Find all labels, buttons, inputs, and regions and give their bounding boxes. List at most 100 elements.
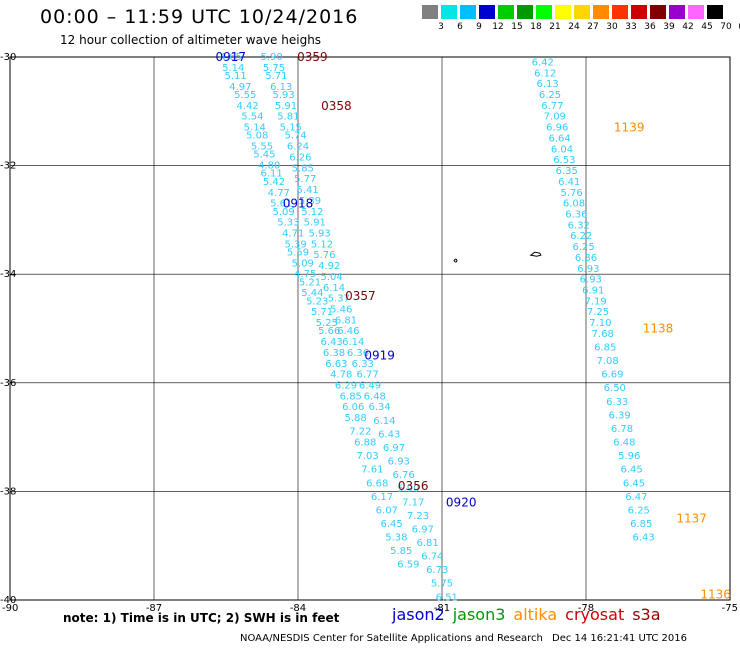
- colorbar-label: 12: [492, 22, 504, 32]
- colorbar-swatch: [574, 5, 591, 19]
- swh-value-jason2: 5.11: [224, 71, 246, 82]
- swh-value-jason2: 5.23: [306, 296, 328, 307]
- time-label: 0358: [321, 99, 352, 113]
- swh-value-s3a: 6.43: [378, 429, 400, 440]
- colorbar-swatch: [688, 5, 705, 19]
- swh-value-s3a: 6.97: [412, 524, 434, 535]
- swh-value-jason2: 6.38: [323, 348, 345, 359]
- page-subtitle: 12 hour collection of altimeter wave hei…: [60, 33, 322, 47]
- swh-value-altika: 5.76: [560, 188, 582, 199]
- swh-value-s3a: 6.74: [421, 552, 443, 563]
- swh-value-s3a: 6.81: [416, 538, 438, 549]
- swh-value-jason2: 7.22: [349, 427, 371, 438]
- swh-value-s3a: 6.73: [426, 565, 448, 576]
- swh-value-jason2: 5.85: [390, 546, 412, 557]
- swh-value-altika: 6.36: [565, 209, 587, 220]
- colorbar-swatch: [669, 5, 686, 19]
- swh-value-jason2: 6.68: [366, 478, 388, 489]
- colorbar-label: 9: [476, 22, 482, 32]
- swh-value-jason2: 4.80: [258, 161, 280, 172]
- swh-value-altika: 6.78: [611, 424, 633, 435]
- colorbar-label: 21: [549, 22, 561, 32]
- colorbar-swatch: [422, 5, 439, 19]
- swh-value-altika: 7.25: [587, 307, 609, 318]
- footer-credit: NOAA/NESDIS Center for Satellite Applica…: [240, 633, 543, 644]
- swh-value-jason2: 5.21: [299, 277, 321, 288]
- time-label: 1138: [643, 322, 674, 336]
- swh-value-s3a: 5.85: [292, 163, 314, 174]
- swh-value-jason2: 5.38: [385, 533, 407, 544]
- swh-value-jason2: 6.07: [376, 505, 398, 516]
- swh-value-altika: 6.48: [613, 438, 635, 449]
- colorbar-label: 3: [438, 22, 444, 32]
- time-labels: 0917 0918 0919 0920 0359 0358 0357 0356 1139 1138…: [216, 50, 731, 602]
- colorbar-label: 6: [457, 22, 463, 32]
- x-axis-label: -75: [722, 603, 738, 614]
- swh-value-altika: 6.25: [628, 505, 650, 516]
- axis-labels: -30 -32 -34 -36 -38 -40-90 -87 -84 -81 -78 -75: [0, 52, 738, 614]
- colorbar-swatch: [707, 5, 724, 19]
- swh-value-jason2: 5.33: [277, 218, 299, 229]
- coastline: [453, 251, 542, 263]
- swh-value-altika: 6.25: [539, 90, 561, 101]
- time-label: 0919: [364, 349, 395, 363]
- legend-jason3: jason3: [452, 605, 506, 624]
- swh-value-s3a: 5.75: [263, 63, 285, 74]
- swh-value-altika: 6.77: [541, 101, 563, 112]
- swh-value-s3a: 6.34: [368, 402, 390, 413]
- swh-value-jason2: 5.59: [287, 247, 309, 258]
- island-outline: [529, 251, 542, 257]
- swh-value-jason2: 5.39: [284, 239, 306, 250]
- swh-value-jason2: 6.43: [320, 337, 342, 348]
- swh-value-altika: 6.64: [548, 133, 570, 144]
- colorbar-label: 39: [663, 22, 675, 32]
- swh-value-s3a: 6.97: [383, 443, 405, 454]
- colorbar-label: 36: [644, 22, 656, 32]
- legend-jason2: jason2: [392, 605, 445, 624]
- swh-value-s3a: 5.12: [301, 207, 323, 218]
- swh-value-jason2: 4.71: [282, 228, 304, 239]
- x-axis-label: -78: [578, 603, 594, 614]
- swh-value-s3a: 5.71: [265, 71, 287, 82]
- swh-value-altika: 6.39: [608, 410, 630, 421]
- swh-value-altika: 6.93: [580, 275, 602, 286]
- swh-value-altika: 7.19: [584, 296, 606, 307]
- swh-value-jason2: 6.45: [380, 519, 402, 530]
- swh-value-s3a: 6.49: [359, 381, 381, 392]
- swh-value-jason2: 4.78: [330, 370, 352, 381]
- swh-value-s3a: 5.75: [431, 579, 453, 590]
- satellite-legend: jason2 jason3 altika cryosat s3a: [392, 605, 669, 624]
- swh-value-jason2: 4.42: [236, 101, 258, 112]
- time-label: 0917: [216, 50, 247, 64]
- swh-value-jason2: 4.77: [268, 188, 290, 199]
- swh-value-jason2: 5.61: [270, 199, 292, 210]
- swh-value-jason2: 5.42: [263, 177, 285, 188]
- colorbar-label: 42: [682, 22, 694, 32]
- swh-value-s3a: 6.33: [352, 359, 374, 370]
- swh-value-s3a: 6.46: [337, 326, 359, 337]
- swh-value-s3a: 5.46: [330, 304, 352, 315]
- swh-value-jason2: 6.63: [325, 359, 347, 370]
- swh-value-jason2: 5.55: [234, 90, 256, 101]
- x-axis-label: -87: [146, 603, 162, 614]
- swh-value-altika: 7.08: [596, 356, 618, 367]
- swh-value-altika: 6.96: [546, 123, 568, 134]
- colorbar-swatch: [593, 5, 610, 19]
- x-axis-label: -81: [434, 603, 450, 614]
- colorbar-label: 15: [511, 22, 523, 32]
- y-axis-label: -40: [0, 595, 16, 606]
- time-label: 0356: [398, 479, 429, 493]
- swh-value-altika: 6.12: [534, 68, 556, 79]
- swh-value-s3a: 6.51: [436, 592, 458, 603]
- swh-value-s3a: 5.15: [280, 123, 302, 134]
- swh-value-s3a: 5.39: [299, 196, 321, 207]
- swh-value-jason2: 5.25: [316, 318, 338, 329]
- swh-values: 4.655.145.114.975.554.425.545.145.085.55…: [220, 52, 655, 603]
- swh-value-s3a: 5.74: [284, 131, 306, 142]
- time-label: 1139: [614, 121, 645, 135]
- colorbar-label: 24: [568, 22, 580, 32]
- swh-value-altika: 6.43: [632, 533, 654, 544]
- swh-value-altika: 6.91: [582, 285, 604, 296]
- colorbar-swatch: [536, 5, 553, 19]
- swh-value-altika: 6.45: [623, 478, 645, 489]
